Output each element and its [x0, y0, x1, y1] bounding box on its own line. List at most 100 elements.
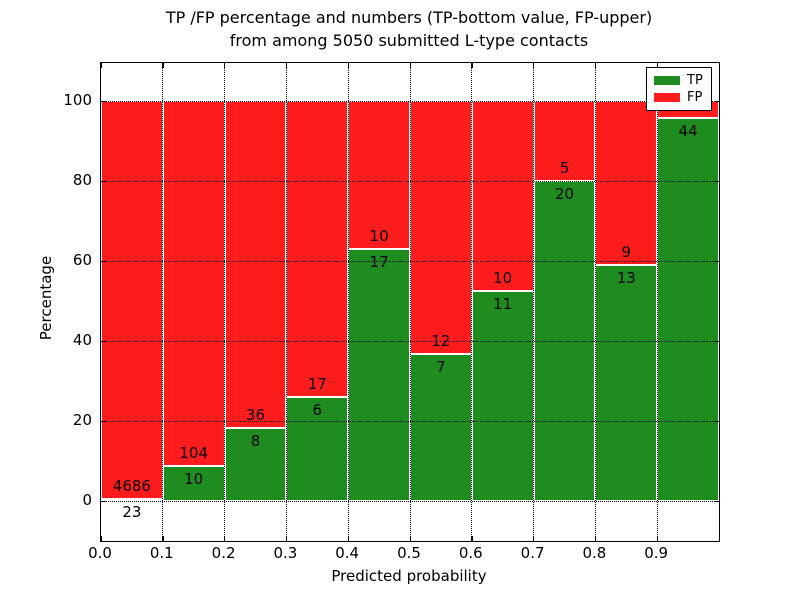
fp-bar-segment [533, 101, 596, 181]
fp-count-label: 10 [493, 269, 513, 288]
fp-count-label: 4686 [112, 477, 151, 495]
x-tick-mark-top [656, 63, 658, 68]
y-tick-label: 80 [72, 171, 92, 189]
x-tick-mark-top [347, 63, 349, 68]
x-tick-mark [224, 536, 226, 541]
y-axis-label: Percentage [37, 255, 55, 341]
y-tick-mark [101, 260, 106, 262]
fp-bar-segment [410, 101, 472, 354]
fp-count-label: 12 [431, 331, 451, 350]
fp-bar-segment [471, 101, 534, 292]
y-tick-mark-right [714, 180, 719, 182]
x-tick-label: 0.5 [397, 544, 421, 562]
x-tick-mark [100, 536, 102, 541]
x-tick-label: 0.9 [644, 544, 669, 562]
tp-count-label: 44 [678, 122, 698, 141]
plot-area: 4686 23 104 10 36 8 17 6 10 17 12 7 10 11 5 20 9 13 44 TP … [100, 62, 720, 542]
tp-bar-segment [471, 291, 534, 501]
tp-count-label: 10 [184, 469, 204, 488]
x-gridline [162, 63, 164, 541]
y-tick-label: 0 [82, 491, 92, 509]
x-tick-mark-top [224, 63, 226, 68]
tp-bar-segment [286, 396, 349, 501]
x-tick-mark-top [594, 63, 597, 68]
y-tick-mark-right [714, 420, 719, 422]
fp-bar-segment [101, 101, 163, 499]
x-tick-mark [409, 536, 411, 541]
x-tick-mark-top [285, 63, 288, 68]
tp-bar-segment [657, 118, 719, 501]
x-tick-mark [471, 536, 473, 541]
tp-count-label: 23 [122, 503, 142, 521]
fp-bar-segment [286, 101, 349, 397]
chart-title: TP /FP percentage and numbers (TP-bottom… [100, 6, 718, 52]
fp-count-label: 104 [179, 443, 209, 462]
y-tick-mark-right [714, 100, 719, 102]
y-tick-mark-right [714, 260, 719, 262]
x-gridline [224, 63, 226, 541]
tp-count-label: 11 [493, 295, 513, 314]
x-tick-mark-top [100, 63, 102, 68]
x-gridline [285, 63, 287, 541]
x-tick-mark [347, 536, 349, 541]
tp-count-label: 17 [369, 253, 389, 271]
x-gridline [594, 63, 596, 541]
x-axis-label: Predicted probability [331, 567, 487, 585]
tp-bar-segment [595, 264, 658, 501]
fp-count-label: 17 [307, 374, 327, 393]
y-tick-mark [101, 420, 106, 422]
fp-legend-swatch [654, 93, 680, 103]
x-tick-mark [162, 536, 164, 541]
x-gridline [656, 63, 658, 541]
x-tick-label: 0.0 [88, 544, 112, 562]
x-tick-mark-top [409, 63, 411, 68]
x-tick-label: 0.4 [335, 544, 360, 562]
y-tick-label: 40 [72, 331, 92, 349]
x-tick-mark [533, 536, 535, 541]
y-tick-label: 20 [72, 411, 92, 429]
tp-legend-label: TP [687, 72, 703, 88]
chart-title-line1: TP /FP percentage and numbers (TP-bottom… [165, 8, 653, 27]
y-tick-mark [101, 180, 106, 182]
tp-count-label: 6 [312, 400, 323, 419]
fp-count-label: 10 [369, 227, 389, 245]
fp-count-label: 9 [621, 242, 632, 261]
y-tick-mark [101, 100, 106, 102]
x-tick-label: 0.1 [149, 544, 174, 562]
x-tick-mark [285, 536, 288, 541]
x-tick-label: 0.7 [520, 544, 545, 562]
fp-count-label: 5 [559, 159, 570, 177]
tp-bar-segment [348, 249, 410, 501]
x-gridline [533, 63, 535, 541]
x-gridline [347, 63, 349, 541]
chart-title-line2: from among 5050 submitted L-type contact… [229, 31, 589, 50]
x-tick-mark [594, 536, 597, 541]
tp-count-label: 20 [554, 185, 575, 203]
fp-count-label: 36 [245, 406, 266, 425]
x-tick-mark-top [471, 63, 473, 68]
x-tick-mark-top [533, 63, 535, 68]
x-tick-mark-top [162, 63, 164, 68]
y-tick-mark [101, 500, 106, 502]
tp-count-label: 7 [436, 357, 446, 376]
x-gridline [471, 63, 473, 541]
x-tick-label: 0.2 [211, 544, 236, 562]
x-tick-label: 0.3 [273, 544, 298, 562]
y-tick-mark [101, 340, 106, 342]
fp-bar-segment [595, 101, 658, 265]
tp-legend-swatch [654, 75, 680, 85]
y-tick-label: 60 [72, 251, 92, 269]
x-tick-label: 0.6 [458, 544, 483, 562]
fp-bar-segment [162, 101, 225, 466]
tp-bar-segment [410, 353, 472, 501]
tp-count-label: 8 [250, 432, 261, 451]
legend: TP FP [646, 67, 712, 111]
fp-bar-segment [224, 101, 287, 429]
x-tick-mark [656, 536, 658, 541]
legend-item-tp: TP [647, 74, 711, 87]
x-gridline [409, 63, 411, 541]
y-tick-mark-right [714, 500, 719, 502]
tp-count-label: 13 [616, 268, 636, 287]
x-tick-label: 0.8 [582, 544, 607, 562]
